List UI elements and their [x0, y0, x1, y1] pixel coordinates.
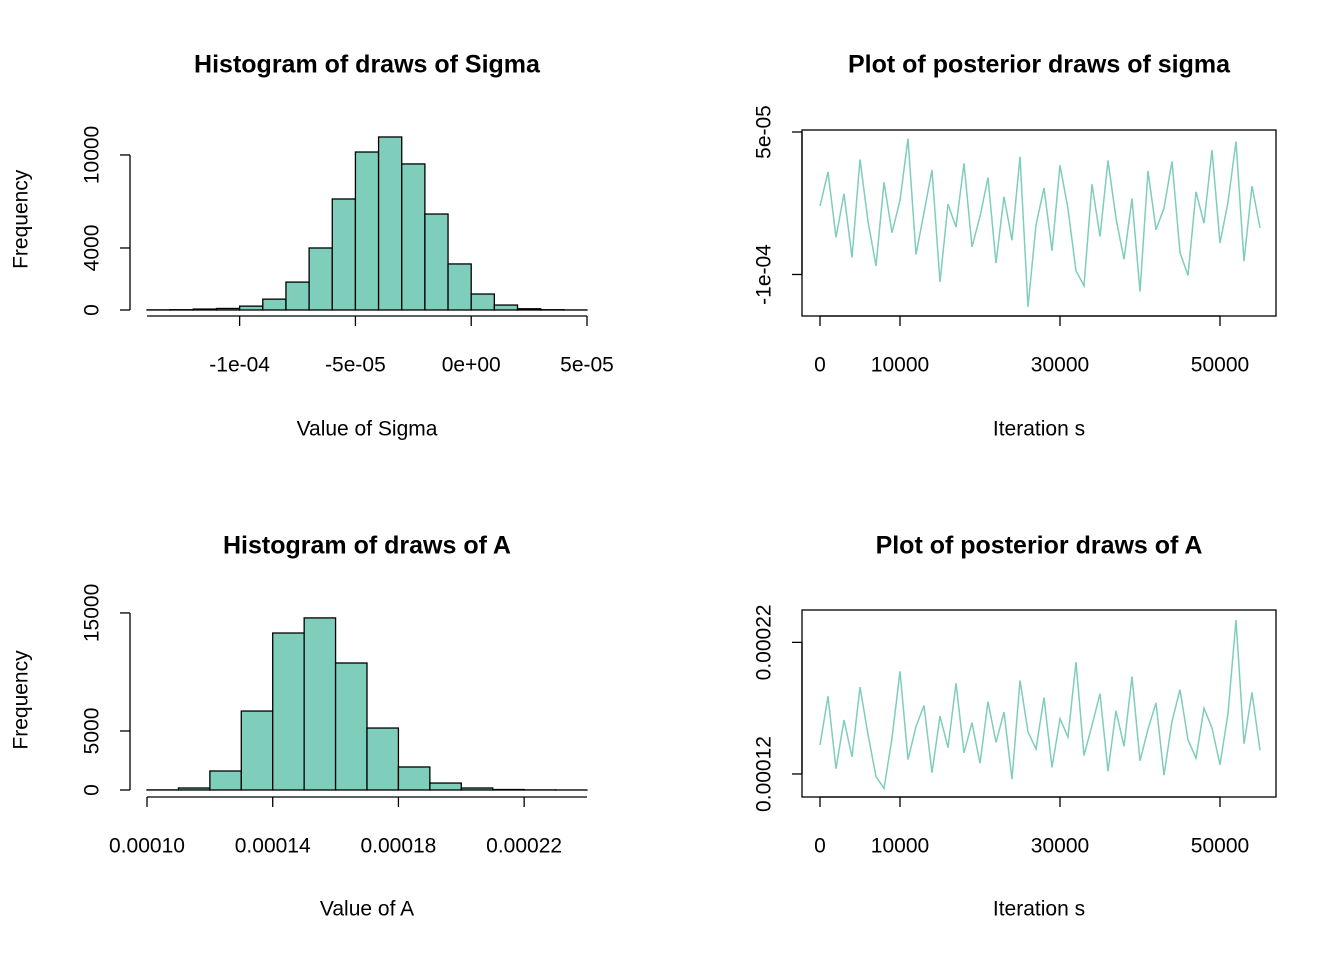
bar: [238, 305, 264, 311]
x-axis-label: Value of Sigma: [297, 418, 438, 441]
bar: [240, 710, 274, 791]
y-tick-label: 15000: [81, 584, 104, 642]
x-tick-label: 0.00022: [486, 835, 562, 858]
bar: [401, 163, 426, 311]
y-tick-label: 5e-05: [753, 105, 776, 159]
y-tick-label: 5000: [81, 708, 104, 755]
x-axis-label: Value of A: [320, 898, 414, 921]
x-tick-label: 50000: [1191, 354, 1249, 377]
y-tick-label: 4000: [81, 225, 104, 272]
trace-line: [819, 138, 1261, 307]
y-tick-label: 0: [81, 304, 104, 316]
bar: [192, 308, 218, 311]
x-tick-label: -1e-04: [209, 354, 270, 377]
bar: [354, 151, 380, 311]
x-tick-label: 0.00018: [360, 835, 436, 858]
y-tick-label: 0.00022: [753, 604, 776, 680]
bar: [447, 263, 472, 311]
x-tick-label: 0.00014: [235, 835, 311, 858]
bar: [285, 281, 310, 311]
bar: [424, 213, 449, 311]
bar: [366, 727, 400, 791]
x-tick-label: 10000: [871, 354, 929, 377]
panel-title: Histogram of draws of Sigma: [194, 51, 541, 79]
bar: [516, 308, 542, 311]
y-tick-label: 0: [81, 784, 104, 796]
panel-title: Histogram of draws of A: [223, 532, 511, 560]
x-tick-label: 10000: [871, 835, 929, 858]
bar: [303, 617, 337, 791]
bar: [209, 770, 242, 791]
bar: [177, 787, 211, 791]
bar: [470, 293, 496, 311]
bar: [334, 662, 368, 791]
y-tick-label: 10000: [81, 126, 104, 184]
y-tick-label: -1e-04: [753, 244, 776, 305]
plot-box: [801, 129, 1277, 317]
x-axis-label: Iteration s: [993, 898, 1085, 921]
bar: [308, 247, 333, 311]
x-tick-label: 0: [814, 354, 826, 377]
x-tick-label: 50000: [1191, 835, 1249, 858]
plot-box: [801, 609, 1277, 798]
y-tick-label: 0.00012: [753, 736, 776, 812]
bar: [377, 136, 403, 311]
bar: [397, 766, 431, 791]
bar: [460, 787, 494, 791]
bar: [429, 782, 462, 791]
panel-title: Plot of posterior draws of A: [876, 532, 1203, 560]
x-axis-label: Iteration s: [993, 418, 1085, 441]
panel-title: Plot of posterior draws of sigma: [848, 51, 1231, 79]
bar: [493, 304, 519, 311]
x-tick-label: 5e-05: [560, 354, 614, 377]
y-axis-label: Frequency: [10, 650, 33, 750]
y-axis-label: Frequency: [10, 169, 33, 269]
x-tick-label: 0e+00: [442, 354, 501, 377]
x-tick-label: 0: [814, 835, 826, 858]
x-tick-label: 30000: [1031, 354, 1089, 377]
bar: [262, 298, 287, 311]
bar: [331, 198, 357, 311]
x-tick-label: 0.00010: [109, 835, 185, 858]
bar: [272, 632, 305, 791]
x-tick-label: 30000: [1031, 835, 1089, 858]
trace-line: [819, 619, 1261, 791]
x-tick-label: -5e-05: [325, 354, 386, 377]
bar: [215, 307, 241, 311]
